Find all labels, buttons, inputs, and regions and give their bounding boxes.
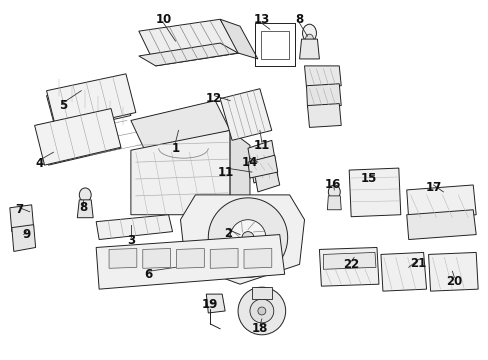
Text: 13: 13 — [253, 13, 269, 26]
Polygon shape — [139, 19, 240, 66]
Text: 10: 10 — [155, 13, 171, 26]
Polygon shape — [299, 39, 319, 59]
Polygon shape — [251, 287, 271, 299]
Text: 5: 5 — [59, 99, 67, 112]
Polygon shape — [230, 130, 249, 225]
Polygon shape — [323, 252, 375, 269]
Text: 8: 8 — [79, 201, 87, 214]
Text: 17: 17 — [425, 181, 441, 194]
Polygon shape — [131, 130, 230, 215]
Polygon shape — [37, 111, 121, 165]
Polygon shape — [244, 248, 271, 268]
Polygon shape — [380, 252, 426, 291]
Polygon shape — [210, 248, 238, 268]
Polygon shape — [131, 100, 230, 152]
Text: 8: 8 — [295, 13, 303, 26]
Polygon shape — [96, 235, 284, 289]
Polygon shape — [35, 109, 121, 165]
Ellipse shape — [79, 188, 91, 202]
Polygon shape — [109, 248, 137, 268]
Text: 20: 20 — [446, 275, 462, 288]
Text: 2: 2 — [224, 227, 232, 240]
Text: 4: 4 — [36, 157, 43, 170]
Polygon shape — [247, 140, 277, 183]
Text: 1: 1 — [171, 142, 179, 155]
Polygon shape — [220, 89, 271, 140]
Text: 11: 11 — [218, 166, 234, 179]
Polygon shape — [12, 225, 36, 251]
Text: 9: 9 — [22, 228, 31, 241]
Polygon shape — [176, 248, 204, 268]
Text: 22: 22 — [343, 258, 359, 271]
Polygon shape — [406, 185, 475, 220]
Polygon shape — [142, 248, 170, 268]
Polygon shape — [247, 155, 277, 178]
Text: 21: 21 — [410, 257, 426, 270]
Text: 7: 7 — [16, 203, 24, 216]
Circle shape — [257, 307, 265, 315]
Polygon shape — [96, 215, 172, 239]
Circle shape — [208, 198, 287, 277]
Polygon shape — [307, 104, 341, 127]
Polygon shape — [206, 294, 224, 313]
Polygon shape — [427, 252, 477, 291]
Polygon shape — [10, 205, 34, 231]
Circle shape — [238, 287, 285, 335]
Text: 11: 11 — [253, 139, 269, 152]
Polygon shape — [304, 66, 341, 88]
Polygon shape — [306, 84, 341, 108]
Polygon shape — [180, 195, 304, 284]
Polygon shape — [139, 43, 238, 66]
Polygon shape — [220, 19, 257, 59]
Polygon shape — [253, 162, 279, 192]
Text: 3: 3 — [126, 234, 135, 247]
Ellipse shape — [305, 34, 313, 44]
Polygon shape — [406, 210, 475, 239]
Text: 6: 6 — [144, 268, 153, 281]
Polygon shape — [77, 200, 93, 218]
Circle shape — [242, 231, 253, 243]
Polygon shape — [319, 247, 378, 286]
Polygon shape — [326, 196, 341, 210]
Circle shape — [249, 299, 273, 323]
Polygon shape — [46, 74, 136, 130]
Polygon shape — [46, 81, 131, 132]
Ellipse shape — [302, 24, 316, 42]
Text: 15: 15 — [360, 171, 376, 185]
Polygon shape — [348, 168, 400, 217]
Text: 18: 18 — [251, 322, 267, 336]
Text: 16: 16 — [325, 179, 341, 192]
Text: 14: 14 — [241, 156, 258, 168]
Text: 12: 12 — [205, 92, 222, 105]
Ellipse shape — [327, 185, 340, 199]
Circle shape — [230, 220, 265, 255]
Text: 19: 19 — [202, 297, 218, 311]
